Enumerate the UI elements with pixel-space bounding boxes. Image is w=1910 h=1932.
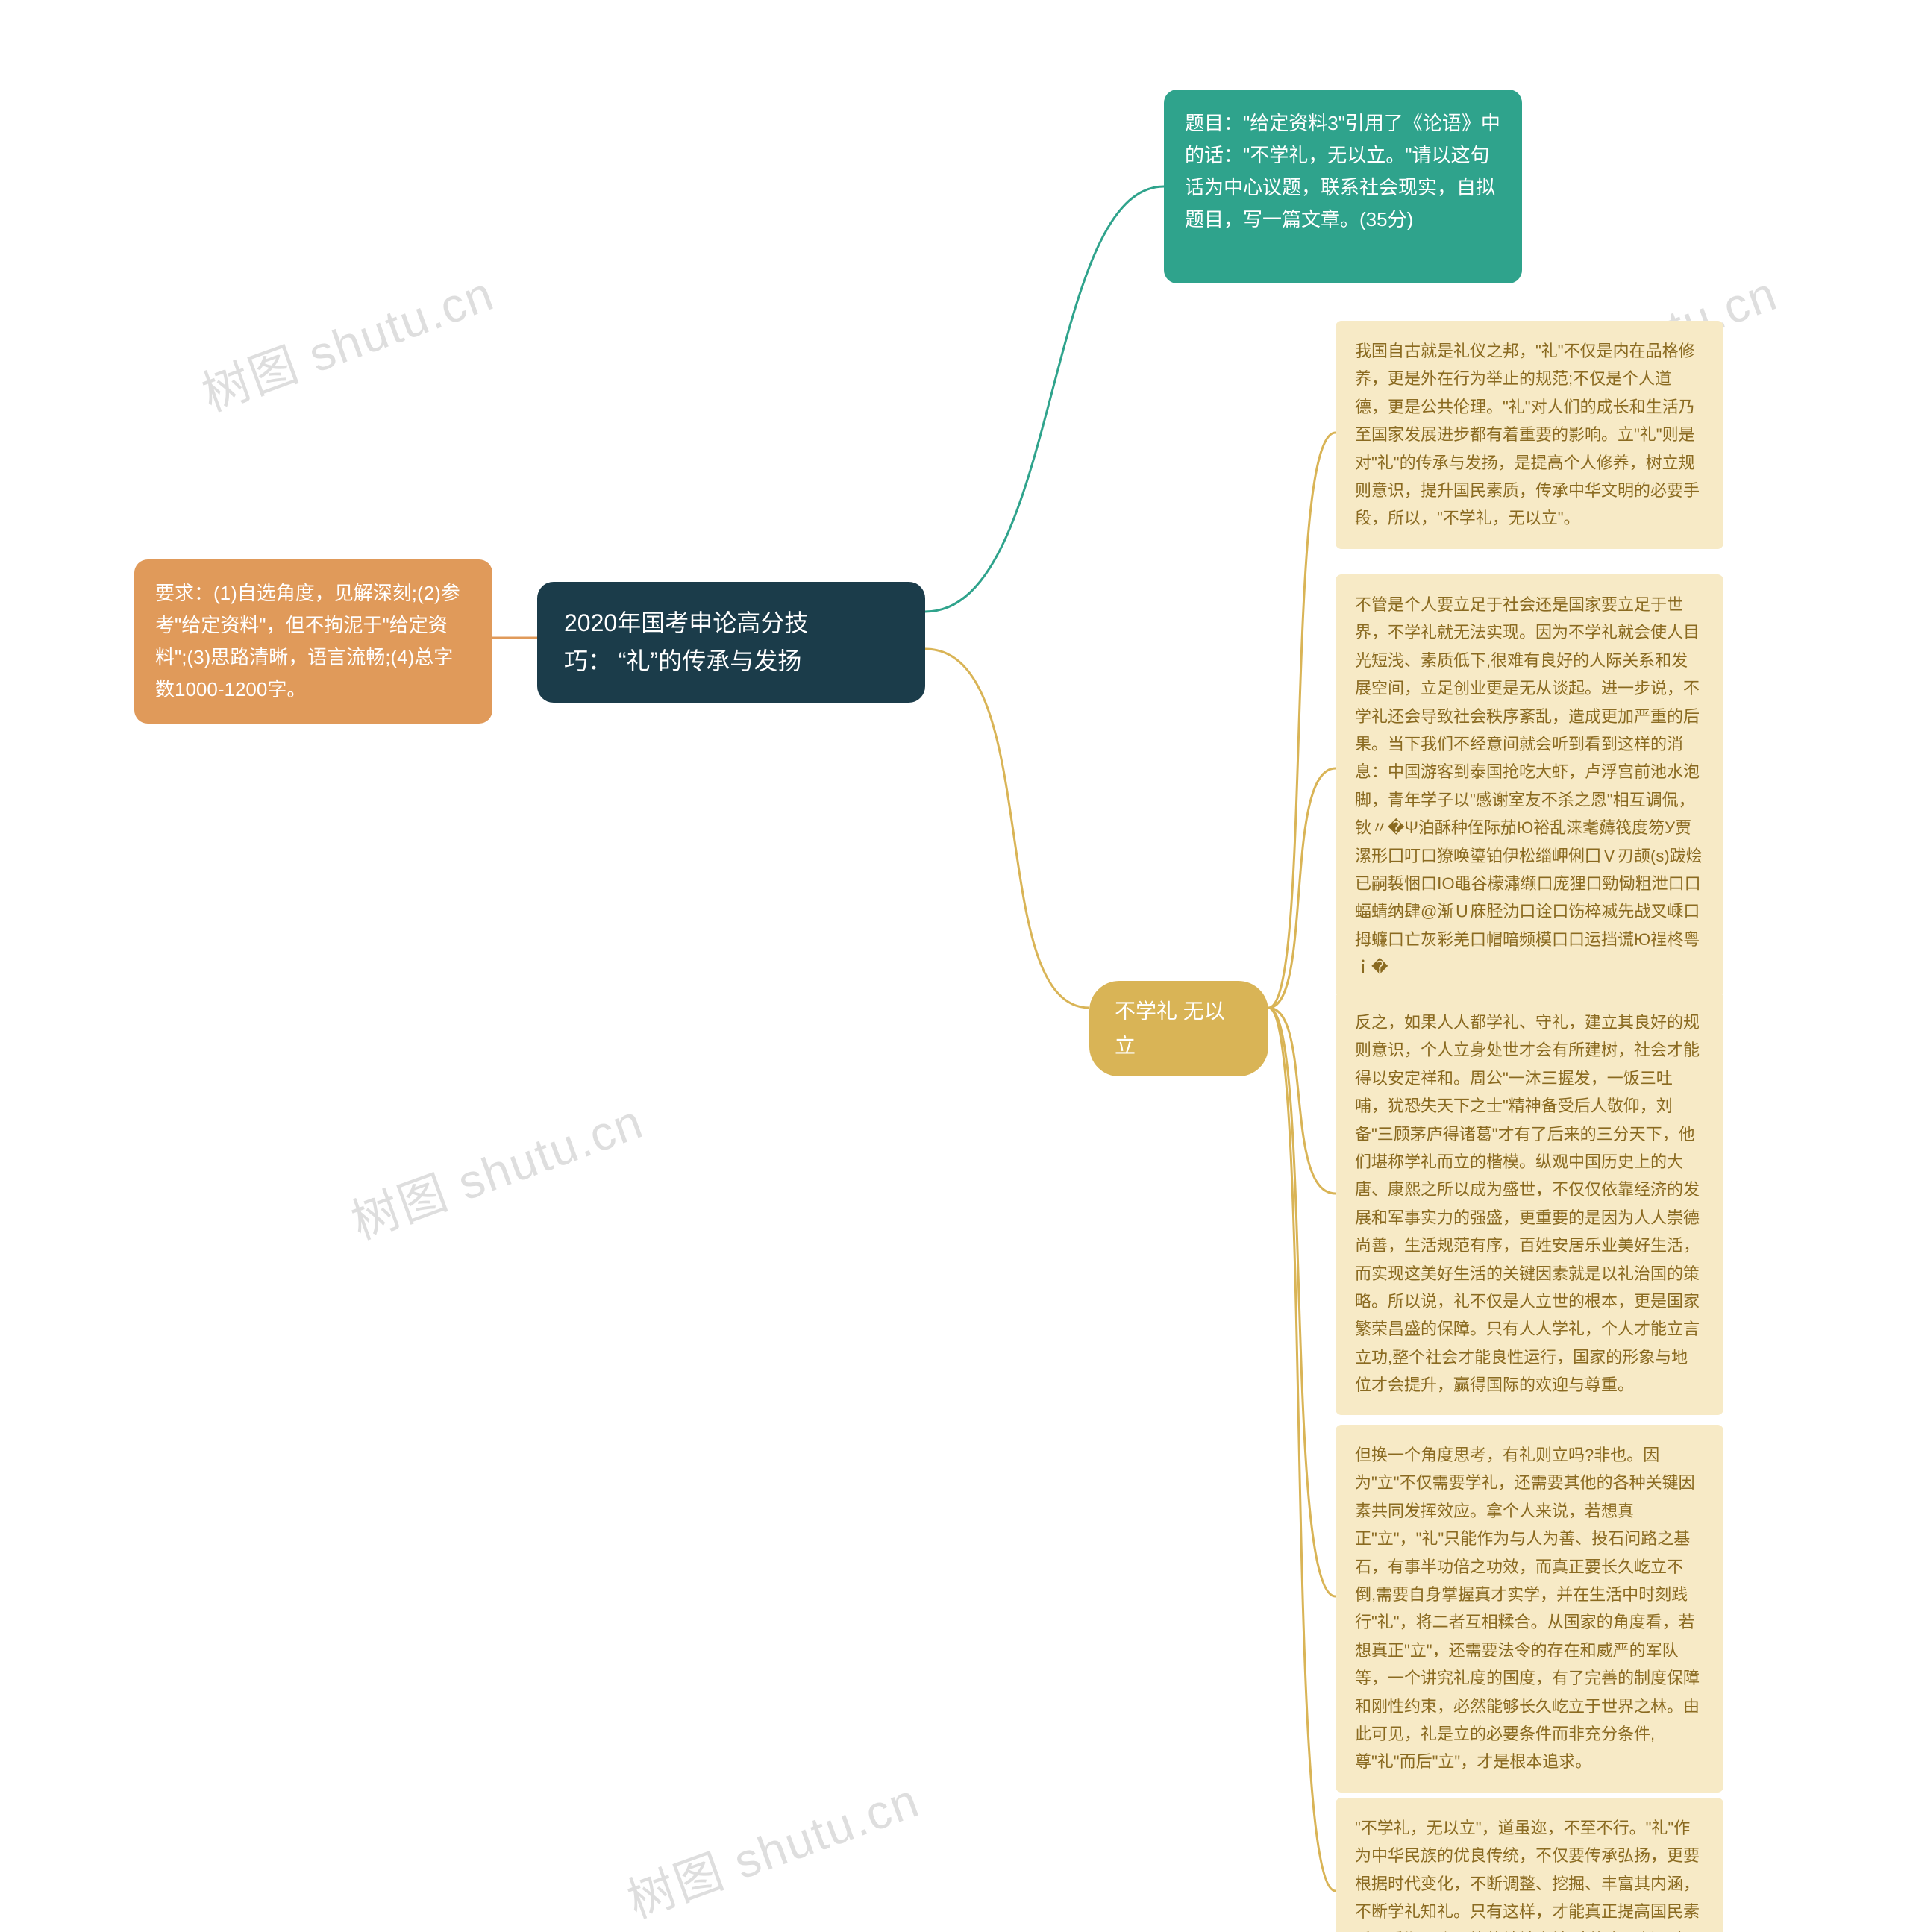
watermark: 树图 shutu.cn (341, 1084, 651, 1253)
edge-sub-n1 (1268, 433, 1336, 1008)
note-1[interactable]: 我国自古就是礼仪之邦，"礼"不仅是内在品格修养，更是外在行为举止的规范;不仅是个… (1336, 321, 1723, 549)
edge-sub-n5 (1268, 1008, 1336, 1891)
edge-root-right-sub (925, 649, 1089, 1008)
edge-sub-n3 (1268, 1008, 1336, 1194)
subtopic-node[interactable]: 不学礼 无以立 (1089, 981, 1268, 1076)
watermark: 树图 shutu.cn (192, 256, 502, 425)
prompt-node[interactable]: 题目："给定资料3"引用了《论语》中的话："不学礼，无以立。"请以这句话为中心议… (1164, 90, 1522, 283)
note-4[interactable]: 但换一个角度思考，有礼则立吗?非也。因为"立"不仅需要学礼，还需要其他的各种关键… (1336, 1425, 1723, 1793)
edge-sub-n2 (1268, 768, 1336, 1008)
note-3[interactable]: 反之，如果人人都学礼、守礼，建立其良好的规则意识，个人立身处世才会有所建树，社会… (1336, 992, 1723, 1415)
watermark: 树图 shutu.cn (617, 1763, 927, 1932)
root-node[interactable]: 2020年国考申论高分技巧： “礼”的传承与发扬 (537, 582, 925, 703)
edge-root-right-top (925, 186, 1164, 612)
edge-sub-n4 (1268, 1008, 1336, 1596)
note-5[interactable]: "不学礼，无以立"，道虽迩，不至不行。"礼"作为中华民族的优良传统，不仅要传承弘… (1336, 1798, 1723, 1932)
note-2[interactable]: 不管是个人要立足于社会还是国家要立足于世界，不学礼就无法实现。因为不学礼就会使人… (1336, 574, 1723, 997)
requirements-node[interactable]: 要求：(1)自选角度，见解深刻;(2)参考"给定资料"，但不拘泥于"给定资料";… (134, 559, 492, 724)
